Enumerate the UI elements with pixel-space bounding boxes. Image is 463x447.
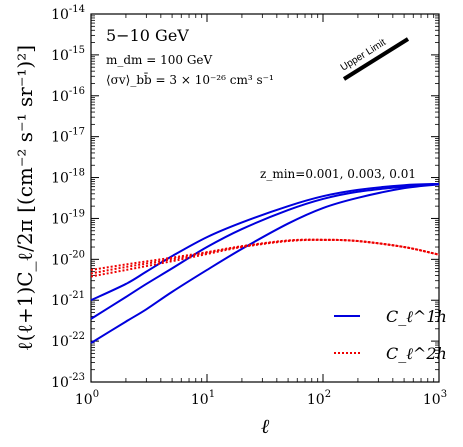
mass-annotation: m_dm = 100 GeV: [106, 53, 213, 67]
series-1h-line-0: [90, 182, 440, 302]
legend-2h-label: C_ℓ^2h: [386, 344, 447, 363]
plot-frame: [90, 13, 440, 383]
y-tick-label: 10-15: [51, 45, 85, 64]
y-tick-label: 10-21: [51, 290, 85, 309]
chart-title: 5−10 GeV: [106, 26, 189, 45]
cross-section-annotation: ⟨σv⟩_bb̄ = 3 × 10⁻²⁶ cm³ s⁻¹: [106, 71, 274, 87]
series-2h-line-4: [90, 238, 440, 275]
zmin-annotation: z_min=0.001, 0.003, 0.01: [260, 167, 416, 181]
series-2h-line-5: [90, 238, 440, 278]
y-tick-label: 10-22: [51, 331, 85, 350]
x-tick-label: 100: [75, 389, 99, 408]
y-axis-label: ℓ(ℓ+1)C_ℓ/2π [(cm⁻² s⁻¹ sr⁻¹)²]: [13, 45, 37, 351]
upper-limit-line: [342, 37, 410, 81]
series-layer: [90, 182, 440, 344]
x-tick-label: 102: [307, 389, 331, 408]
x-axis-label: ℓ: [261, 414, 270, 438]
legend: C_ℓ^1h C_ℓ^2h: [334, 307, 447, 363]
y-tick-label: 10-18: [51, 168, 85, 187]
y-tick-label: 10-16: [51, 86, 85, 105]
x-tick-label: 103: [423, 389, 447, 408]
legend-1h-label: C_ℓ^1h: [386, 307, 447, 326]
y-tick-label: 10-19: [51, 208, 85, 227]
axis-ticks: 100 101 102 103 10-23 10-22 10-21 10-20 10-19 10-…: [51, 4, 447, 408]
upper-limit-marker: Upper Limit: [339, 37, 410, 81]
series-1h-line-1: [90, 182, 440, 320]
series-1h-line-2: [90, 183, 440, 344]
y-tick-label: 10-17: [51, 127, 85, 146]
y-tick-label: 10-20: [51, 249, 85, 268]
y-tick-label: 10-14: [51, 4, 85, 23]
y-tick-label: 10-23: [51, 372, 85, 391]
x-tick-label: 101: [191, 389, 215, 408]
